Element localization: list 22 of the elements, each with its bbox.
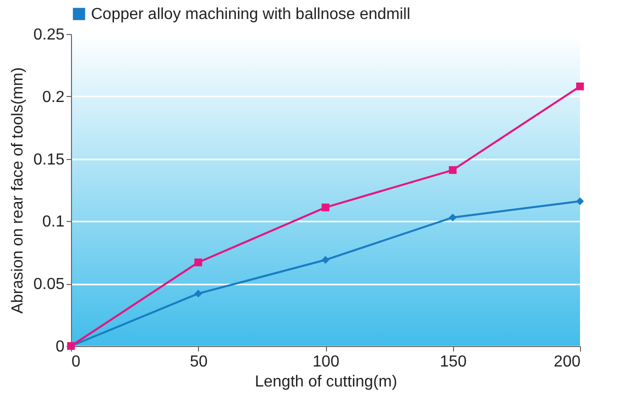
x-axis-title: Length of cutting(m) [254, 374, 398, 390]
y-tick-label: 0.05 [33, 276, 65, 294]
point [576, 197, 584, 206]
x-tick-label: 200 [554, 354, 581, 370]
point [448, 214, 457, 222]
x-tick-label: 50 [190, 354, 208, 370]
y-tick-label: 0.1 [42, 214, 65, 231]
point [322, 256, 330, 264]
y-axis-title: Abrasion on rear face of tools(mm) [9, 67, 26, 314]
y-tick-label: 0.25 [33, 26, 65, 44]
point [576, 82, 584, 90]
x-tick-label: 150 [440, 354, 467, 370]
y-tick-label: 0.15 [33, 151, 65, 168]
point [448, 166, 457, 174]
x-tick-label: 100 [312, 354, 340, 370]
point [322, 204, 330, 212]
y-tick-label: 0.2 [42, 88, 65, 106]
point [194, 258, 202, 266]
y-tick-label: 0 [56, 338, 65, 356]
x-tick-label: 0 [72, 354, 80, 370]
legend-label: Copper alloy machining with ballnose endmill [91, 6, 410, 23]
point [194, 290, 202, 298]
